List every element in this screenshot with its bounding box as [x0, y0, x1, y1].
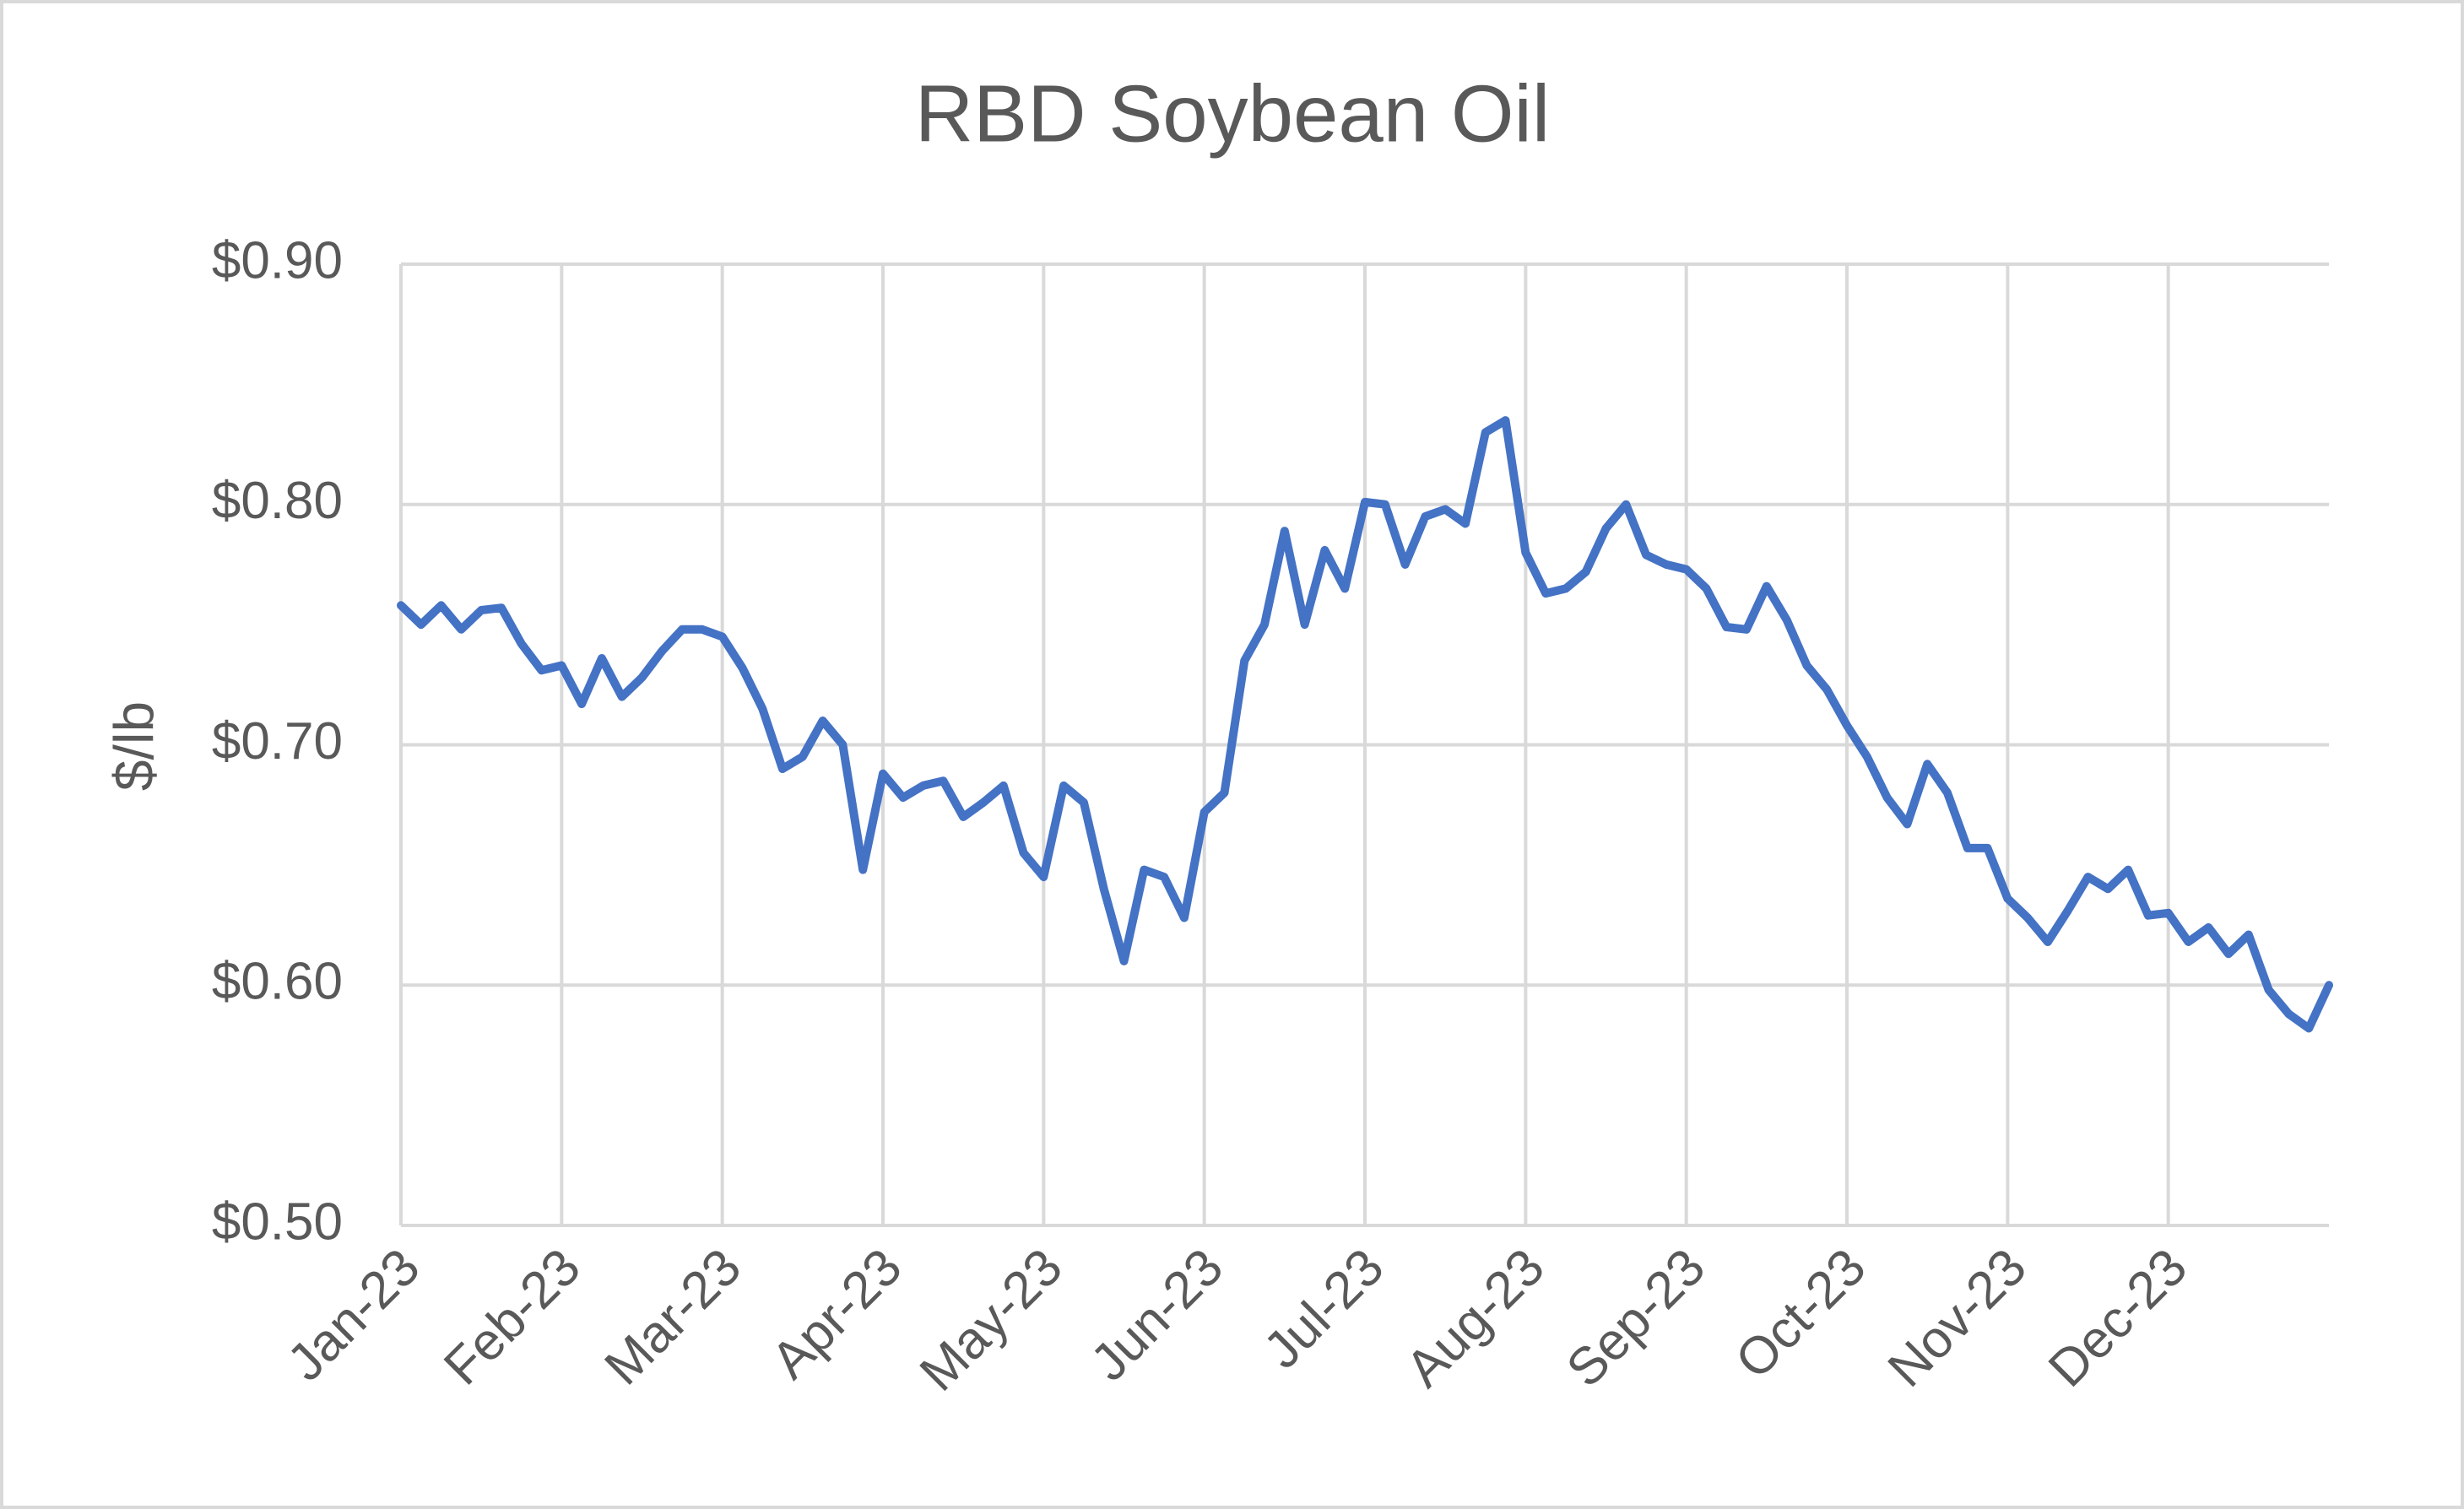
y-tick-label: $0.80	[212, 472, 343, 530]
y-tick-label: $0.70	[212, 712, 343, 771]
y-tick-label: $0.50	[212, 1193, 343, 1251]
y-tick-label: $0.60	[212, 953, 343, 1011]
y-tick-label: $0.90	[212, 231, 343, 289]
chart-title: RBD Soybean Oil	[915, 68, 1550, 159]
y-axis-title: $/lb	[102, 701, 165, 791]
data-line	[397, 416, 2333, 1033]
